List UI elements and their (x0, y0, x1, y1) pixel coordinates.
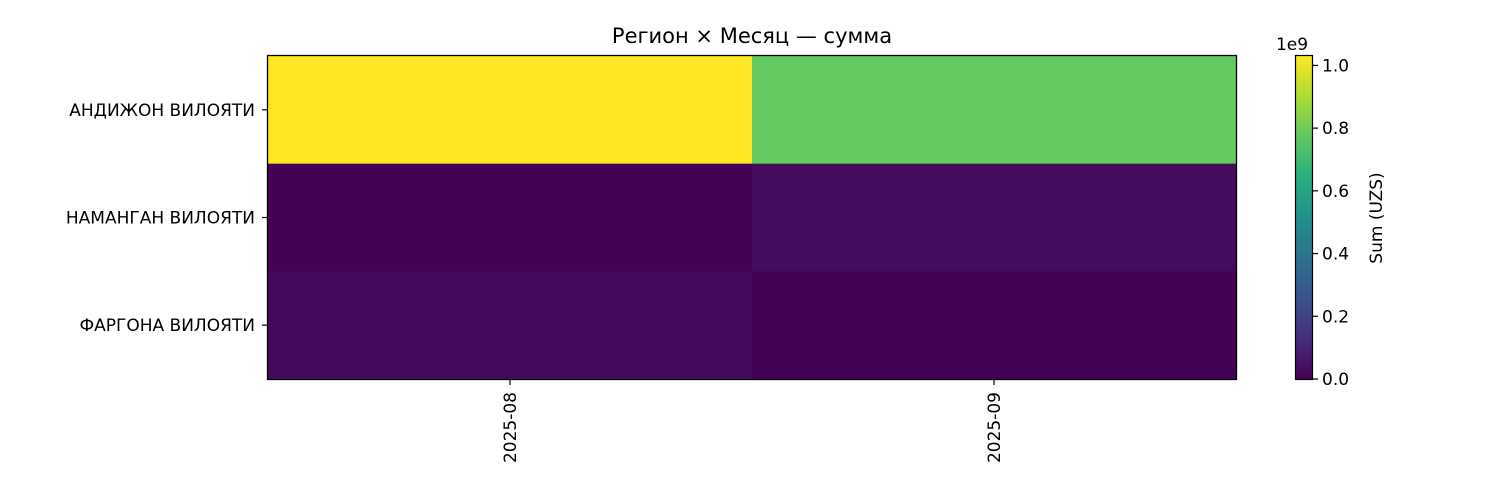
heatmap-cell (752, 163, 1237, 272)
colorbar-tick-label: 0.6 (1322, 182, 1349, 202)
colorbar-ticks: 0.0 0.2 0.4 0.6 0.8 1.0 (1312, 56, 1349, 390)
y-tick-label: НАМАНГАН ВИЛОЯТИ (66, 209, 255, 229)
colorbar-offset-label: 1e9 (1276, 35, 1308, 55)
heatmap-cell (268, 271, 753, 380)
x-axis: 2025-08 2025-09 (501, 379, 1005, 463)
x-tick-label: 2025-08 (501, 392, 521, 463)
colorbar-label: Sum (UZS) (1367, 172, 1387, 263)
heatmap-cell (752, 271, 1237, 380)
colorbar-tick-label: 0.8 (1322, 119, 1349, 139)
colorbar-tick-label: 0.0 (1322, 370, 1349, 390)
y-axis: АНДИЖОН ВИЛОЯТИ НАМАНГАН ВИЛОЯТИ ФАРГОНА В… (66, 101, 268, 336)
heatmap-cells (268, 56, 1237, 380)
colorbar-frame (1294, 54, 1314, 381)
colorbar-tick-label: 1.0 (1322, 56, 1349, 76)
colorbar-tick-label: 0.2 (1322, 307, 1349, 327)
colorbar: 0.0 0.2 0.4 0.6 0.8 1.0 1e9 Sum (UZS) (1276, 35, 1387, 390)
heatmap-cell (268, 163, 753, 272)
colorbar-gradient (1296, 56, 1312, 379)
heatmap-cell (752, 56, 1237, 165)
x-tick-label: 2025-09 (985, 392, 1005, 463)
colorbar-tick-label: 0.4 (1322, 245, 1349, 265)
heatmap-cell (268, 56, 753, 165)
chart-title: Регион × Месяц — сумма (612, 24, 892, 48)
y-tick-label: ФАРГОНА ВИЛОЯТИ (79, 316, 255, 336)
y-tick-label: АНДИЖОН ВИЛОЯТИ (69, 101, 255, 121)
